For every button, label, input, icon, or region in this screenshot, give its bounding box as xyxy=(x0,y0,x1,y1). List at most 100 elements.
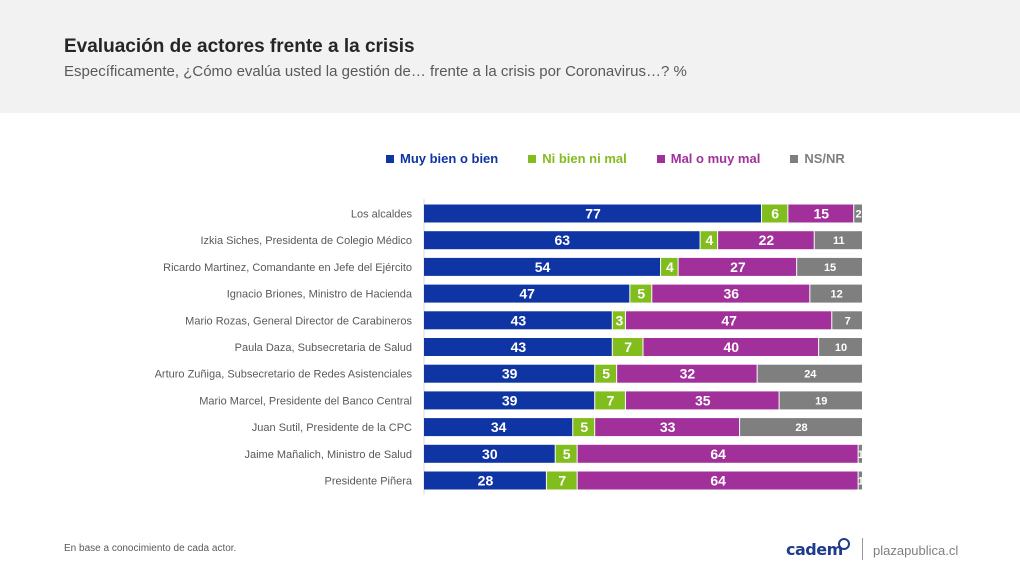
legend-label-nsnr: NS/NR xyxy=(804,151,845,166)
data-label: 12 xyxy=(831,289,843,301)
data-label: 7 xyxy=(624,339,632,355)
bar-segment xyxy=(424,444,555,463)
data-label: 15 xyxy=(824,262,836,274)
footer-divider xyxy=(862,538,863,560)
bar-segment xyxy=(612,338,643,356)
category-label: Ignacio Briones, Ministro de Hacienda xyxy=(227,289,413,301)
bar-segment xyxy=(858,444,862,463)
bar-segment xyxy=(573,418,595,437)
data-label: 19 xyxy=(815,395,827,407)
bar-segment xyxy=(546,471,577,490)
data-label: 1 xyxy=(858,449,864,461)
bar-segment xyxy=(643,338,819,356)
bar-segment xyxy=(424,418,573,437)
data-label: 1 xyxy=(858,476,864,488)
bar-segment xyxy=(779,391,862,410)
cadem-logo-dot-icon xyxy=(838,538,850,550)
bar-segment xyxy=(424,257,661,276)
category-label: Juan Sutil, Presidente de la CPC xyxy=(252,422,412,434)
data-label: 43 xyxy=(511,312,527,328)
bar-segment xyxy=(424,391,595,410)
data-label: 15 xyxy=(814,206,830,222)
legend-swatch-mal xyxy=(656,154,665,163)
bar-segment xyxy=(740,418,862,437)
bar-segment xyxy=(832,311,862,330)
data-label: 64 xyxy=(710,446,726,462)
data-label: 5 xyxy=(637,286,645,302)
category-label: Los alcaldes xyxy=(351,209,413,221)
category-label: Mario Rozas, General Director de Carabin… xyxy=(185,315,412,327)
bar-segment xyxy=(424,311,612,330)
data-label: 10 xyxy=(835,342,847,354)
chart-legend: Muy bien o bien Ni bien ni mal Mal o muy… xyxy=(386,151,845,166)
bar-segment xyxy=(555,444,577,463)
bar-segment xyxy=(424,204,762,223)
data-label: 5 xyxy=(602,366,610,382)
data-label: 35 xyxy=(695,392,711,408)
data-label: 22 xyxy=(759,232,775,248)
bar-segment xyxy=(858,471,862,490)
data-label: 5 xyxy=(563,446,571,462)
category-label: Izkia Siches, Presidenta de Colegio Médi… xyxy=(200,235,412,247)
bar-segment xyxy=(577,444,858,463)
legend-label-mal: Mal o muy mal xyxy=(670,151,761,166)
data-label: 4 xyxy=(705,232,713,248)
site-url: plazapublica.cl xyxy=(873,543,959,558)
data-label: 77 xyxy=(585,206,601,222)
data-label: 36 xyxy=(724,286,740,302)
bar-segment xyxy=(625,311,832,330)
data-label: 47 xyxy=(519,286,535,302)
category-label: Mario Marcel, Presidente del Banco Centr… xyxy=(199,395,412,407)
data-label: 2 xyxy=(856,209,862,221)
category-label: Ricardo Martinez, Comandante en Jefe del… xyxy=(163,262,412,274)
data-label: 40 xyxy=(724,339,740,355)
data-label: 3 xyxy=(615,312,623,328)
data-label: 5 xyxy=(580,419,588,435)
data-label: 11 xyxy=(833,235,845,247)
bar-segment xyxy=(819,338,862,356)
legend-label-ni-bien-ni-mal: Ni bien ni mal xyxy=(542,151,627,166)
bar-segment xyxy=(814,231,862,250)
bar-segment xyxy=(718,231,814,250)
bar-segment xyxy=(424,364,595,383)
legend-swatch-ni-bien-ni-mal xyxy=(528,154,537,163)
category-label: Jaime Mañalich, Ministro de Salud xyxy=(244,449,412,461)
data-label: 39 xyxy=(502,366,518,382)
bar-segment xyxy=(577,471,858,490)
bar-segment xyxy=(757,364,862,383)
bar-segment xyxy=(595,418,740,437)
footnote: En base a conocimiento de cada actor. xyxy=(64,543,237,554)
data-label: 24 xyxy=(804,369,817,381)
data-label: 39 xyxy=(502,392,518,408)
chart-subtitle: Específicamente, ¿Cómo evalúa usted la g… xyxy=(64,63,687,80)
cadem-logo: cadem xyxy=(786,540,843,559)
data-label: 28 xyxy=(478,473,494,489)
bar-segment xyxy=(652,284,810,303)
bar-segment xyxy=(700,231,718,250)
data-label: 33 xyxy=(660,419,676,435)
data-label: 7 xyxy=(558,473,566,489)
data-label: 30 xyxy=(482,446,498,462)
category-label: Arturo Zuñiga, Subsecretario de Redes As… xyxy=(155,369,413,381)
data-label: 7 xyxy=(845,315,851,327)
legend-item-nsnr: NS/NR xyxy=(790,151,845,166)
bar-segment xyxy=(424,231,700,250)
bar-segment xyxy=(797,257,862,276)
legend-label-muy-bien: Muy bien o bien xyxy=(400,151,499,166)
data-label: 64 xyxy=(710,473,726,489)
bar-segment xyxy=(788,204,854,223)
bar-segment xyxy=(595,391,625,410)
bar-segment xyxy=(612,311,625,330)
bar-segment xyxy=(810,284,862,303)
bar-segment xyxy=(678,257,797,276)
legend-item-ni-bien-ni-mal: Ni bien ni mal xyxy=(528,151,627,166)
bar-segment xyxy=(617,364,757,383)
bar-segment xyxy=(661,257,678,276)
category-label: Presidente Piñera xyxy=(325,476,413,488)
bar-segment xyxy=(424,284,630,303)
data-label: 6 xyxy=(771,206,779,222)
data-label: 54 xyxy=(535,259,551,275)
data-label: 43 xyxy=(511,339,527,355)
data-label: 34 xyxy=(491,419,507,435)
